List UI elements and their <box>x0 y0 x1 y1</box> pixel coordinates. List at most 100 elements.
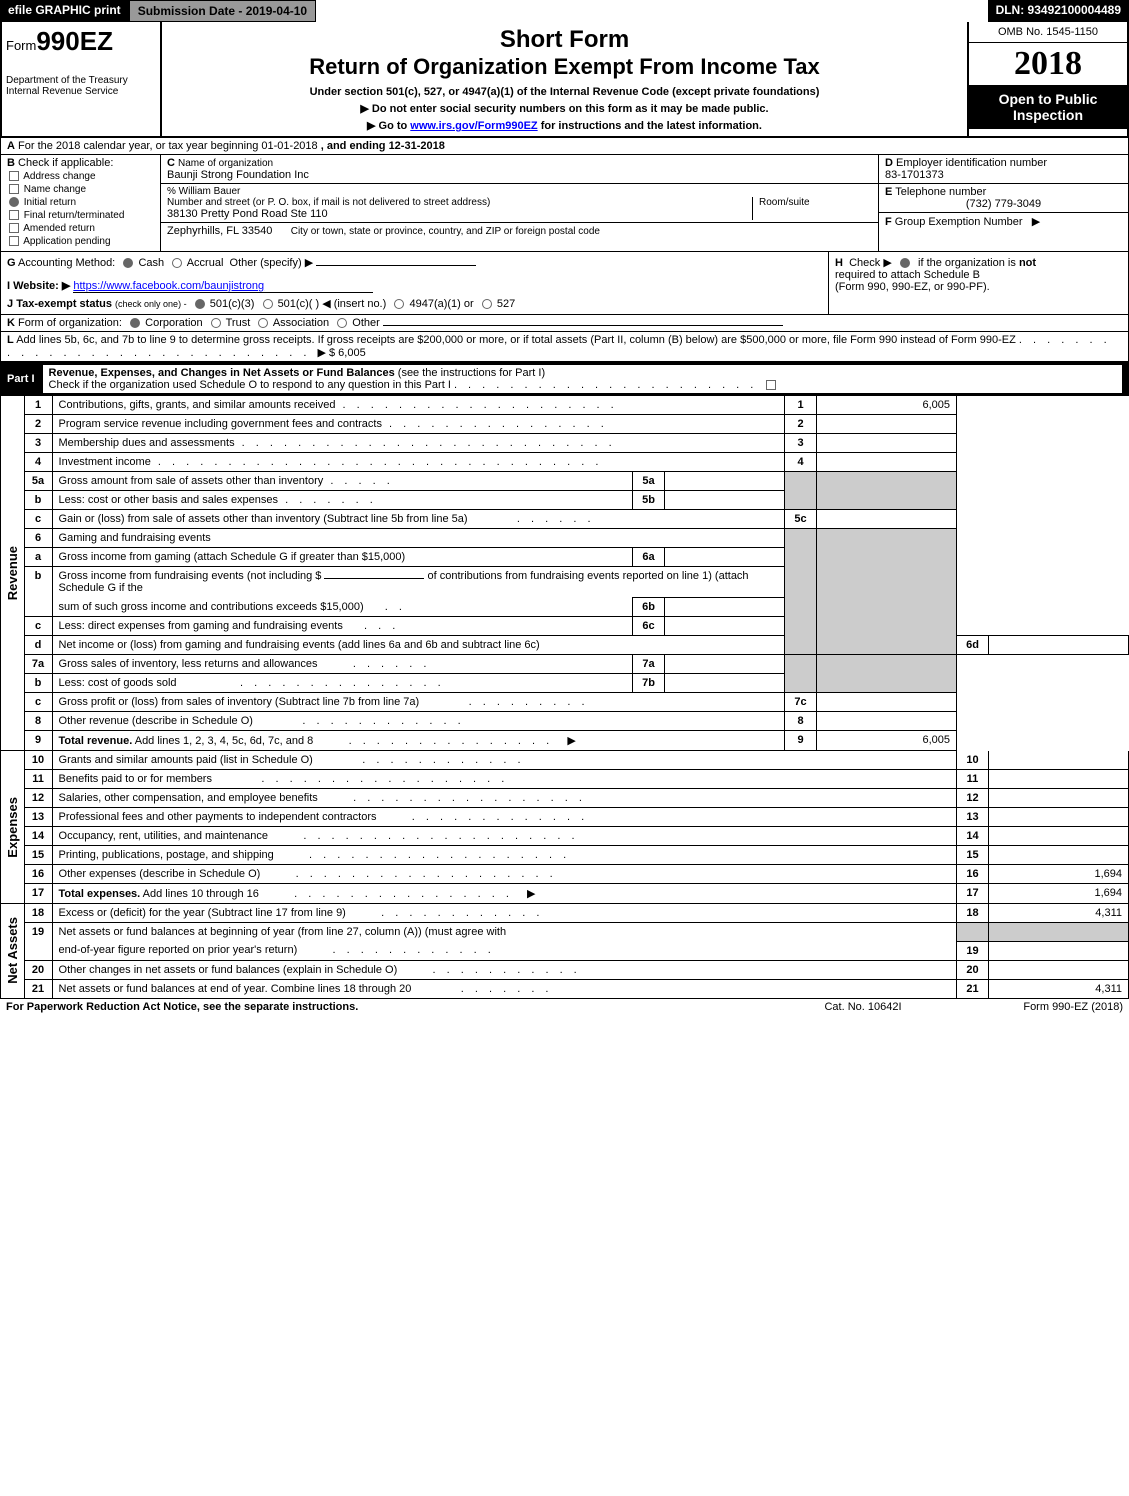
l6b-amount-field[interactable] <box>324 578 424 579</box>
l6b-desc3: sum of such gross income and contributio… <box>59 601 364 613</box>
l6b-desc1-cell: Gross income from fundraising events (no… <box>52 567 784 598</box>
website-link[interactable]: https://www.facebook.com/baunjistrong <box>73 280 373 293</box>
c-row: C Name of organization <box>167 157 872 169</box>
revenue-side-label: Revenue <box>0 396 24 751</box>
instr-2-link[interactable]: www.irs.gov/Form990EZ <box>410 120 537 132</box>
section-h: H Check ▶ if the organization is not req… <box>828 252 1128 314</box>
l5c-rval <box>817 510 957 529</box>
line-13: 13Professional fees and other payments t… <box>24 808 1128 827</box>
e-cell: E Telephone number (732) 779-3049 <box>879 184 1128 213</box>
d-value: 83-1701373 <box>885 169 1122 181</box>
chk-name[interactable]: Name change <box>7 184 154 195</box>
l6a-mval <box>665 548 785 567</box>
part-1-title-rest: (see the instructions for Part I) <box>395 367 545 379</box>
h-label: H <box>835 257 843 269</box>
line-11: 11Benefits paid to or for members . . . … <box>24 770 1128 789</box>
line-17: 17Total expenses. Add lines 10 through 1… <box>24 884 1128 904</box>
checkbox-icon <box>9 210 19 220</box>
f-text: Group Exemption Number <box>895 216 1023 228</box>
l6a-num: a <box>24 548 52 567</box>
radio-other-icon[interactable] <box>337 318 347 328</box>
l13-rnum: 13 <box>957 808 989 827</box>
line-6b-2: sum of such gross income and contributio… <box>24 598 1128 617</box>
chk-address[interactable]: Address change <box>7 171 154 182</box>
section-a: A For the 2018 calendar year, or tax yea… <box>0 138 1129 155</box>
k-other-field[interactable] <box>383 325 783 326</box>
footer-left: For Paperwork Reduction Act Notice, see … <box>6 1001 763 1013</box>
i-row: I Website: ▶ https://www.facebook.com/ba… <box>7 279 822 293</box>
l1-rnum: 1 <box>785 396 817 415</box>
l6d-rval <box>989 636 1129 655</box>
radio-accrual-icon[interactable] <box>172 258 182 268</box>
l2-desc: Program service revenue including govern… <box>59 418 382 430</box>
l19-desc2: end-of-year figure reported on prior yea… <box>59 944 298 956</box>
line-21: 21Net assets or fund balances at end of … <box>24 979 1128 998</box>
l9-desc2: Add lines 1, 2, 3, 4, 5c, 6d, 7c, and 8 <box>132 735 313 747</box>
chk-final[interactable]: Final return/terminated <box>7 210 154 221</box>
expenses-section: Expenses 10Grants and similar amounts pa… <box>0 751 1129 904</box>
radio-501c-icon[interactable] <box>263 299 273 309</box>
chk-pending[interactable]: Application pending <box>7 236 154 247</box>
dots: . . . . . . . . . . . . <box>346 907 544 919</box>
l13-rval <box>989 808 1129 827</box>
dots: . . . . . . . . . . . <box>397 964 580 976</box>
dots: . . . . . . . <box>278 494 377 506</box>
c-pct-cell: % William Bauer Number and street (or P.… <box>161 184 878 223</box>
c-name-value: Baunji Strong Foundation Inc <box>167 169 872 181</box>
radio-cash-icon[interactable] <box>123 258 133 268</box>
l5a-desc: Gross amount from sale of assets other t… <box>59 475 324 487</box>
shaded-cell <box>785 529 817 655</box>
l10-rval <box>989 751 1129 770</box>
radio-corp-icon[interactable] <box>130 318 140 328</box>
b-label: B <box>7 157 15 169</box>
l7b-mval <box>665 674 785 693</box>
l14-num: 14 <box>24 827 52 846</box>
l12-desc: Salaries, other compensation, and employ… <box>59 792 318 804</box>
g-label: G <box>7 257 16 269</box>
l18-desc-cell: Excess or (deficit) for the year (Subtra… <box>52 904 956 923</box>
chk-amended[interactable]: Amended return <box>7 223 154 234</box>
l6c-num: c <box>24 617 52 636</box>
radio-trust-icon[interactable] <box>211 318 221 328</box>
radio-h-icon[interactable] <box>900 258 910 268</box>
radio-527-icon[interactable] <box>482 299 492 309</box>
l2-rval <box>817 415 957 434</box>
l19-rval <box>989 941 1129 960</box>
l2-rnum: 2 <box>785 415 817 434</box>
c-city-label: City or town, state or province, country… <box>291 226 600 237</box>
omb-number: OMB No. 1545-1150 <box>969 22 1127 43</box>
l6c-desc: Less: direct expenses from gaming and fu… <box>59 620 343 632</box>
j-4947: 4947(a)(1) or <box>409 298 473 310</box>
shaded-cell <box>957 923 989 942</box>
l14-desc-cell: Occupancy, rent, utilities, and maintena… <box>52 827 956 846</box>
c-name-cell: C Name of organization Baunji Strong Fou… <box>161 155 878 184</box>
open-public-badge: Open to Public Inspection <box>969 85 1127 129</box>
chk-initial[interactable]: Initial return <box>7 197 154 208</box>
l-text: Add lines 5b, 6c, and 7b to line 9 to de… <box>16 334 1016 346</box>
short-form-label: Short Form <box>170 26 959 54</box>
open-public-1: Open to Public <box>975 91 1121 107</box>
l5a-mval <box>665 472 785 491</box>
l14-rval <box>989 827 1129 846</box>
h-text3: not <box>1019 257 1036 269</box>
l8-desc: Other revenue (describe in Schedule O) <box>59 715 253 727</box>
chk-pending-label: Application pending <box>23 236 110 247</box>
radio-4947-icon[interactable] <box>394 299 404 309</box>
part-1-subtitle: Check if the organization used Schedule … <box>49 379 451 391</box>
footer-mid: Cat. No. 10642I <box>763 1001 963 1013</box>
line-14: 14Occupancy, rent, utilities, and mainte… <box>24 827 1128 846</box>
l12-num: 12 <box>24 789 52 808</box>
dots: . . . . . . . . . . . . . . . . . . . . … <box>151 456 603 468</box>
checkbox-icon[interactable] <box>766 380 776 390</box>
l6b-desc1: Gross income from fundraising events (no… <box>59 570 325 582</box>
l20-desc-cell: Other changes in net assets or fund bala… <box>52 960 956 979</box>
line-6c: c Less: direct expenses from gaming and f… <box>24 617 1128 636</box>
instr-2-prefix: Go to <box>379 120 411 132</box>
shaded-cell <box>817 529 957 655</box>
footer-right: Form 990-EZ (2018) <box>963 1001 1123 1013</box>
radio-assoc-icon[interactable] <box>258 318 268 328</box>
radio-501c3-icon[interactable] <box>195 299 205 309</box>
g-other-field[interactable] <box>316 265 476 266</box>
l5a-desc-cell: Gross amount from sale of assets other t… <box>52 472 632 491</box>
line-5a: 5aGross amount from sale of assets other… <box>24 472 1128 491</box>
